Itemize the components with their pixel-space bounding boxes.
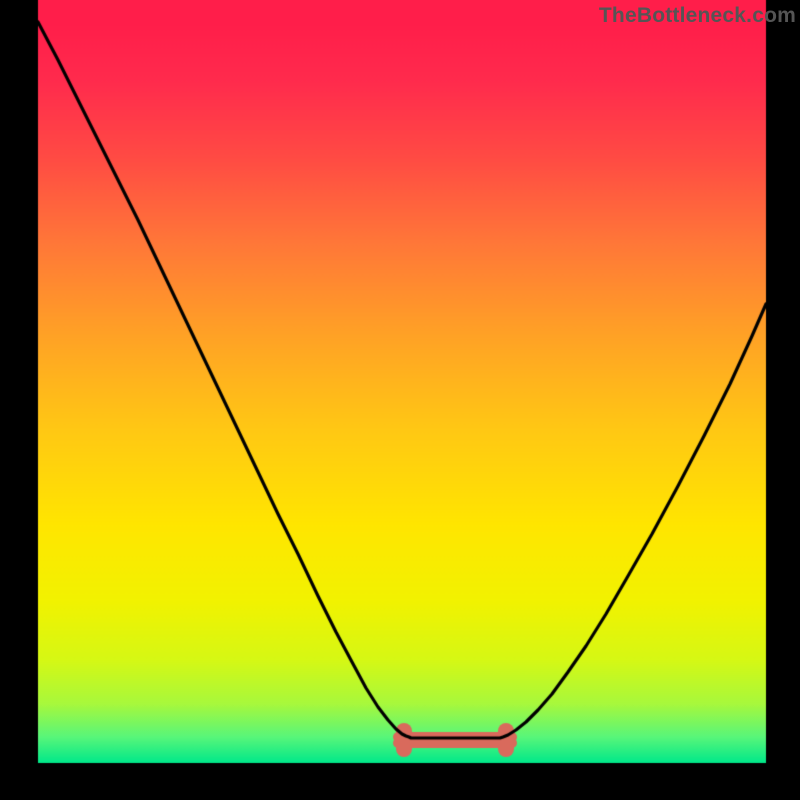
- bottleneck-curve-chart: [0, 0, 800, 800]
- chart-stage: TheBottleneck.com: [0, 0, 800, 800]
- watermark-label: TheBottleneck.com: [599, 4, 796, 28]
